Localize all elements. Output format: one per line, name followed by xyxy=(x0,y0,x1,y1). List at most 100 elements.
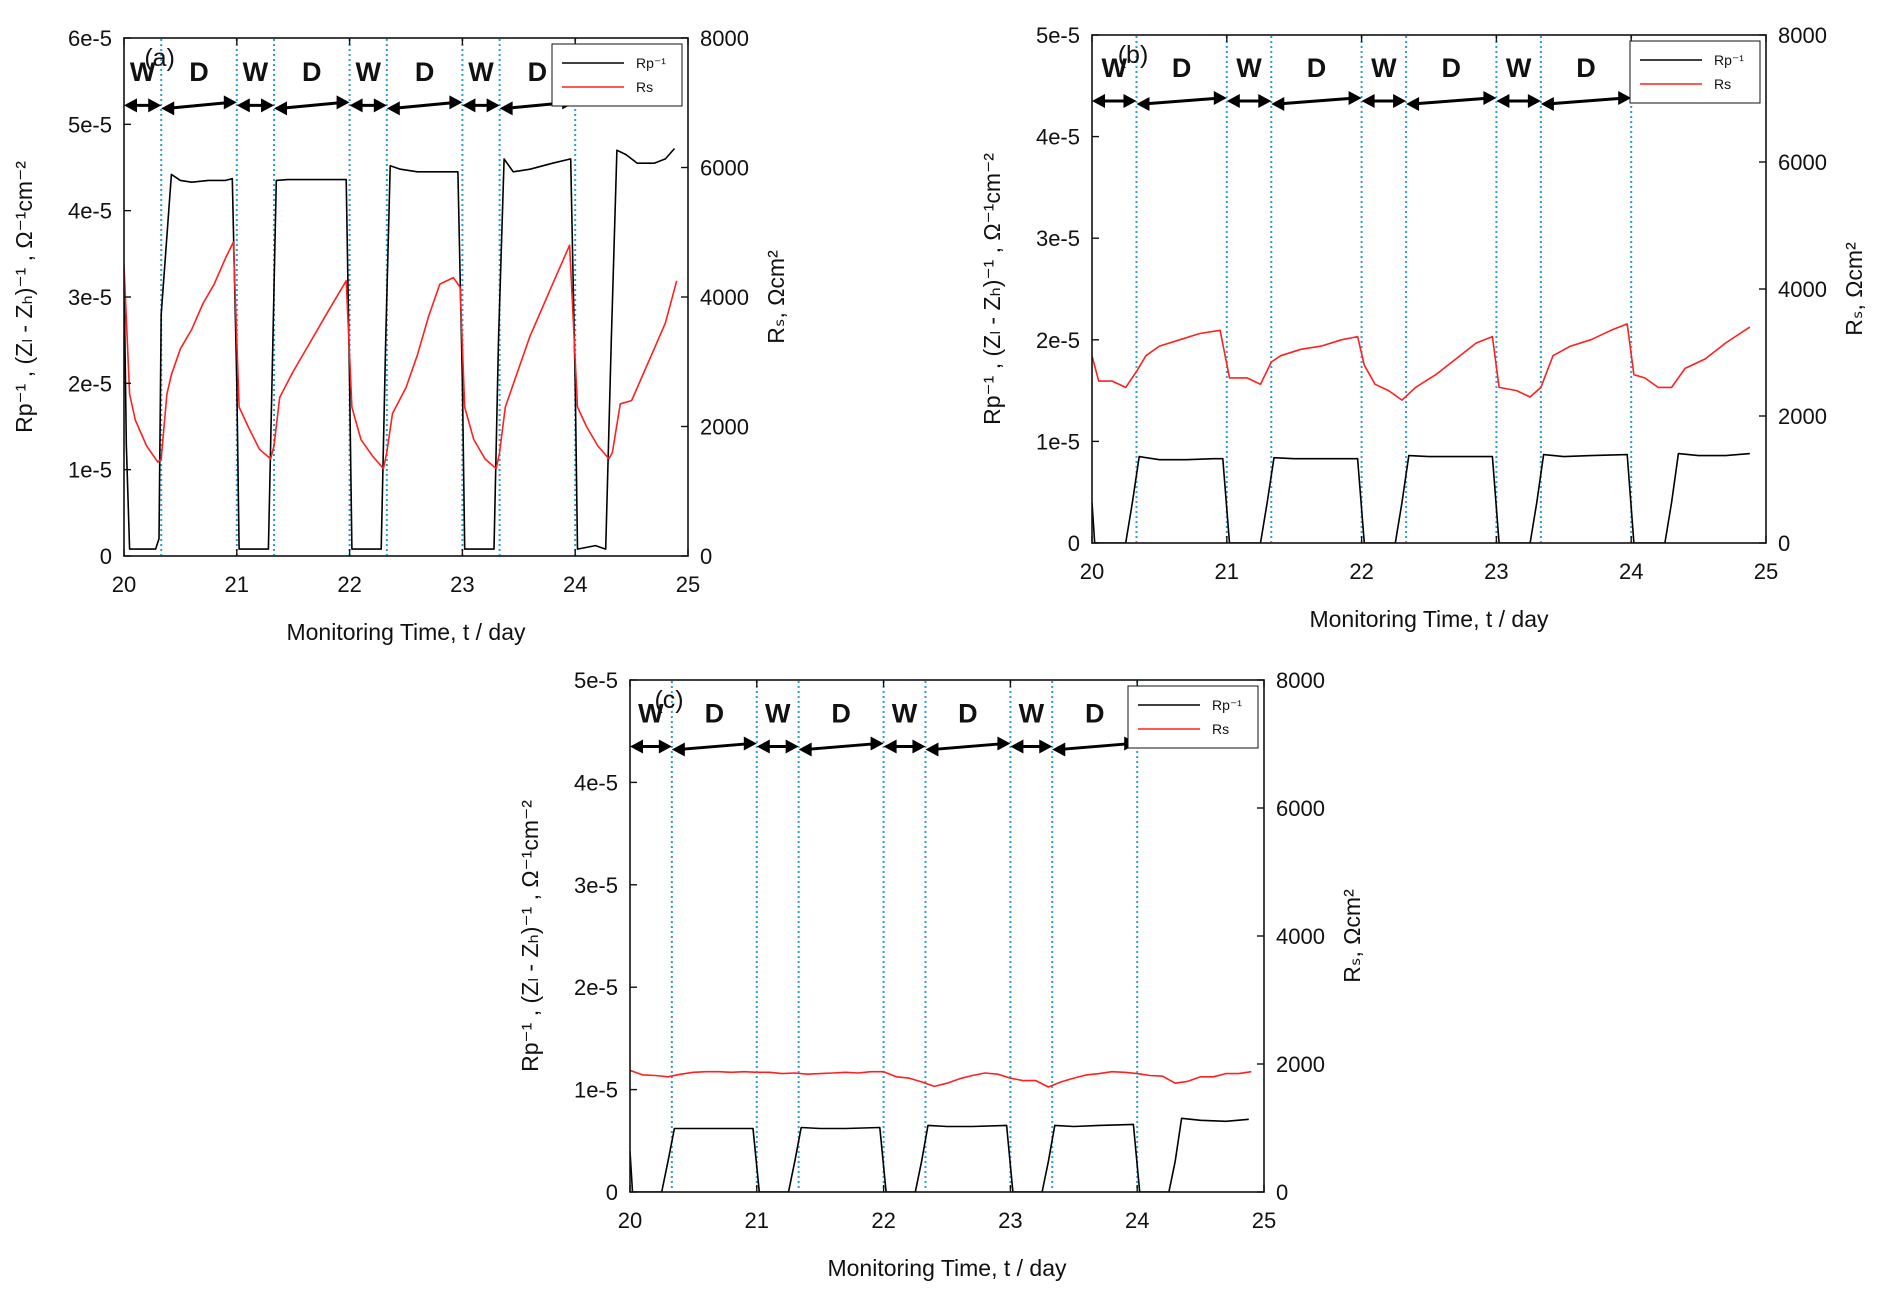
phase-arrow-head-left xyxy=(1092,94,1105,109)
phase-arrow-head-right xyxy=(486,98,500,113)
phase-arrow-head-right xyxy=(336,95,350,110)
x-tick-label: 20 xyxy=(1080,559,1104,584)
phase-label-w: W xyxy=(638,698,664,728)
panel-b: 20 21 22 23 24 2501e-52e-53e-54e-55e-50200040… xyxy=(979,23,1867,632)
y-right-tick-label: 2000 xyxy=(1276,1052,1325,1077)
legend-label: Rp⁻¹ xyxy=(636,55,666,71)
y-right-axis-title: Rₛ, Ωcm² xyxy=(1339,889,1365,983)
phase-arrow-head-left xyxy=(1271,97,1285,112)
phase-arrow-shaft xyxy=(804,742,878,752)
x-tick-label: 25 xyxy=(676,572,700,597)
phase-arrow-head-left xyxy=(236,98,250,113)
phase-label-w: W xyxy=(1236,53,1262,83)
y-left-tick-label: 1e-5 xyxy=(1036,429,1080,454)
y-left-tick-label: 3e-5 xyxy=(574,873,618,898)
phase-arrow-head-right xyxy=(912,739,926,754)
phase-arrow-head-left xyxy=(630,739,643,754)
phase-arrow-head-right xyxy=(449,95,463,110)
legend-label: Rp⁻¹ xyxy=(1212,697,1242,713)
y-left-tick-label: 2e-5 xyxy=(68,371,112,396)
rs-series-line xyxy=(124,241,678,470)
phase-arrow-head-right xyxy=(1039,739,1053,754)
y-right-tick-label: 8000 xyxy=(700,26,749,51)
phase-arrow-head-left xyxy=(1052,742,1066,757)
phase-arrow-head-right xyxy=(373,98,387,113)
phase-arrow-head-left xyxy=(883,739,897,754)
rp-inverse-series-line xyxy=(630,1117,1249,1192)
phase-arrow-head-right xyxy=(870,736,884,751)
y-right-tick-label: 6000 xyxy=(1276,796,1325,821)
legend-label: Rs xyxy=(636,79,653,95)
y-left-tick-label: 5e-5 xyxy=(68,112,112,137)
phase-arrow-head-right xyxy=(1618,91,1632,106)
y-left-axis-title: Rp⁻¹ , (Zₗ - Zₕ)⁻¹ , Ω⁻¹cm⁻² xyxy=(11,161,37,433)
phase-arrow-shaft xyxy=(1277,96,1356,106)
y-left-tick-label: 4e-5 xyxy=(1036,125,1080,150)
phase-arrow-head-left xyxy=(1540,97,1554,112)
phase-arrow-head-left xyxy=(671,742,685,757)
phase-arrow-head-left xyxy=(1226,94,1240,109)
x-tick-label: 24 xyxy=(1125,1208,1149,1233)
plot-frame xyxy=(1091,34,1767,544)
legend-label: Rp⁻¹ xyxy=(1714,52,1744,68)
y-right-tick-label: 0 xyxy=(1778,531,1790,556)
y-right-tick-label: 0 xyxy=(700,544,712,569)
phase-label-w: W xyxy=(765,698,791,728)
phase-arrow-head-right xyxy=(1527,94,1541,109)
y-left-tick-label: 3e-5 xyxy=(1036,226,1080,251)
phase-label-w: W xyxy=(1101,53,1127,83)
phase-arrow-shaft xyxy=(1142,96,1221,106)
y-left-axis-title: Rp⁻¹ , (Zₗ - Zₕ)⁻¹ , Ω⁻¹cm⁻² xyxy=(517,800,543,1072)
phase-arrow-head-left xyxy=(274,101,288,116)
phase-label-d: D xyxy=(1085,698,1105,728)
x-axis-title: Monitoring Time, t / day xyxy=(1309,606,1549,632)
y-left-tick-label: 6e-5 xyxy=(68,26,112,51)
y-right-tick-label: 6000 xyxy=(700,156,749,181)
phase-arrow-head-left xyxy=(1496,94,1510,109)
phase-label-d: D xyxy=(705,698,725,728)
phase-arrow-head-left xyxy=(1010,739,1024,754)
y-right-tick-label: 4000 xyxy=(700,285,749,310)
phase-arrow-head-right xyxy=(997,736,1011,751)
x-tick-label: 22 xyxy=(337,572,361,597)
panel-label: (b) xyxy=(1118,41,1149,69)
panel-c: 20 21 22 23 24 2501e-52e-53e-54e-55e-50200040… xyxy=(517,668,1365,1281)
phase-arrow-head-right xyxy=(1483,91,1497,106)
x-axis-title: Monitoring Time, t / day xyxy=(286,619,526,645)
phase-arrow-head-left xyxy=(756,739,770,754)
phase-label-d: D xyxy=(1172,53,1192,83)
y-left-tick-label: 2e-5 xyxy=(1036,328,1080,353)
phase-arrow-head-left xyxy=(1406,97,1420,112)
x-axis-title: Monitoring Time, t / day xyxy=(827,1255,1067,1281)
y-right-tick-label: 8000 xyxy=(1276,668,1325,693)
phase-arrow-head-right xyxy=(1123,94,1137,109)
y-right-tick-label: 2000 xyxy=(700,415,749,440)
phase-label-d: D xyxy=(831,698,851,728)
phase-arrow-head-right xyxy=(1393,94,1407,109)
x-tick-label: 22 xyxy=(1349,559,1373,584)
y-left-tick-label: 0 xyxy=(100,544,112,569)
x-tick-label: 20 xyxy=(618,1208,642,1233)
phase-arrow-head-right xyxy=(743,736,757,751)
phase-arrow-head-right xyxy=(1213,91,1227,106)
phase-arrow-head-left xyxy=(349,98,363,113)
phase-arrow-head-right xyxy=(261,98,275,113)
phase-arrow-head-left xyxy=(798,742,812,757)
phase-label-d: D xyxy=(302,57,322,87)
phase-label-d: D xyxy=(958,698,978,728)
phase-label-w: W xyxy=(1019,698,1045,728)
phase-arrow-head-right xyxy=(1348,91,1362,106)
phase-label-w: W xyxy=(468,57,494,87)
phase-label-d: D xyxy=(1576,53,1596,83)
phase-arrow-head-right xyxy=(148,98,162,113)
phase-label-w: W xyxy=(243,57,269,87)
y-right-axis-title: Rₛ, Ωcm² xyxy=(763,250,789,344)
rs-series-line xyxy=(630,1069,1252,1088)
phase-arrow-shaft xyxy=(279,100,344,110)
y-left-tick-label: 5e-5 xyxy=(1036,23,1080,48)
x-tick-label: 24 xyxy=(563,572,587,597)
phase-arrow-shaft xyxy=(1411,96,1491,106)
phase-label-d: D xyxy=(1441,53,1461,83)
y-right-tick-label: 6000 xyxy=(1778,150,1827,175)
x-tick-label: 25 xyxy=(1754,559,1778,584)
